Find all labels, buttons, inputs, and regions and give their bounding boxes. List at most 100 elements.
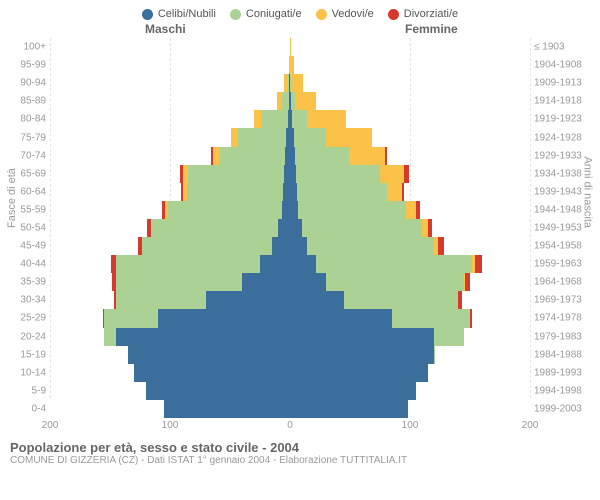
bar-segment	[380, 165, 404, 183]
legend-item: Divorziati/e	[388, 8, 458, 20]
age-label: 10-14	[10, 367, 46, 378]
legend-label: Coniugati/e	[246, 8, 302, 20]
female-bar	[290, 74, 530, 92]
age-label: 100+	[10, 42, 46, 53]
female-bar	[290, 92, 530, 110]
age-label: 30-34	[10, 295, 46, 306]
male-bar	[50, 328, 290, 346]
female-bar	[290, 165, 530, 183]
legend-swatch	[230, 9, 241, 20]
born-label: 1929-1933	[534, 150, 590, 161]
bar-segment	[104, 309, 158, 327]
bar-segment	[438, 237, 444, 255]
male-bar	[50, 147, 290, 165]
pyramid-row: 65-691934-1938	[50, 165, 530, 183]
born-label: 1994-1998	[534, 385, 590, 396]
bar-segment	[290, 237, 307, 255]
bar-segment	[290, 38, 291, 56]
age-label: 5-9	[10, 385, 46, 396]
male-bar	[50, 183, 290, 201]
born-label: 1964-1968	[534, 277, 590, 288]
male-bar	[50, 38, 290, 56]
bar-segment	[158, 309, 290, 327]
male-bar	[50, 382, 290, 400]
bar-segment	[290, 291, 344, 309]
x-tick: 200	[42, 420, 59, 431]
bar-segment	[260, 255, 290, 273]
born-label: 1979-1983	[534, 331, 590, 342]
chart-subtitle: COMUNE DI GIZZERIA (CZ) - Dati ISTAT 1° …	[10, 455, 590, 466]
bar-segment	[242, 273, 290, 291]
male-bar	[50, 56, 290, 74]
bar-segment	[254, 110, 261, 128]
bar-segment	[291, 74, 303, 92]
born-label: 1944-1948	[534, 204, 590, 215]
bar-segment	[475, 255, 482, 273]
population-pyramid: Celibi/NubiliConiugati/eVedovi/eDivorzia…	[0, 0, 600, 500]
bar-segment	[290, 328, 434, 346]
male-bar	[50, 273, 290, 291]
bar-segment	[344, 291, 458, 309]
female-bar	[290, 56, 530, 74]
bar-segment	[295, 147, 349, 165]
born-label: 1919-1923	[534, 114, 590, 125]
bar-segment	[290, 56, 294, 74]
bar-segment	[134, 364, 290, 382]
pyramid-row: 95-991904-1908	[50, 56, 530, 74]
bar-segment	[316, 255, 472, 273]
age-label: 55-59	[10, 204, 46, 215]
male-bar	[50, 74, 290, 92]
bar-segment	[146, 382, 290, 400]
male-bar	[50, 128, 290, 146]
bar-segment	[128, 346, 290, 364]
chart-title: Popolazione per età, sesso e stato civil…	[10, 440, 590, 455]
bar-segment	[428, 219, 432, 237]
age-label: 80-84	[10, 114, 46, 125]
pyramid-row: 40-441959-1963	[50, 255, 530, 273]
born-label: 1954-1958	[534, 241, 590, 252]
bar-segment	[152, 219, 278, 237]
age-label: 50-54	[10, 222, 46, 233]
plot-area: Fasce di età Anni di nascita 100+≤ 19039…	[10, 38, 590, 438]
born-label: 1984-1988	[534, 349, 590, 360]
legend-item: Celibi/Nubili	[142, 8, 216, 20]
born-label: 1914-1918	[534, 96, 590, 107]
gender-header: Maschi Femmine	[10, 22, 590, 38]
pyramid-row: 100+≤ 1903	[50, 38, 530, 56]
male-bar	[50, 110, 290, 128]
bar-segment	[282, 92, 289, 110]
bar-segment	[206, 291, 290, 309]
legend-item: Coniugati/e	[230, 8, 302, 20]
bar-segment	[434, 328, 464, 346]
legend-label: Celibi/Nubili	[158, 8, 216, 20]
bar-segment	[283, 183, 290, 201]
pyramid-row: 60-641939-1943	[50, 183, 530, 201]
age-label: 60-64	[10, 186, 46, 197]
pyramid-row: 75-791924-1928	[50, 128, 530, 146]
female-bar	[290, 400, 530, 418]
male-bar	[50, 219, 290, 237]
female-bar	[290, 128, 530, 146]
bar-segment	[385, 147, 387, 165]
legend: Celibi/NubiliConiugati/eVedovi/eDivorzia…	[10, 8, 590, 20]
bar-segment	[278, 219, 290, 237]
legend-swatch	[316, 9, 327, 20]
bar-segment	[434, 346, 435, 364]
born-label: 1999-2003	[534, 403, 590, 414]
male-bar	[50, 309, 290, 327]
bar-segment	[392, 309, 470, 327]
bar-segment	[238, 128, 286, 146]
born-label: 1989-1993	[534, 367, 590, 378]
bar-segment	[116, 328, 290, 346]
age-label: 85-89	[10, 96, 46, 107]
bar-segment	[290, 273, 326, 291]
pyramid-row: 45-491954-1958	[50, 237, 530, 255]
pyramid-row: 5-91994-1998	[50, 382, 530, 400]
bar-segment	[296, 165, 380, 183]
male-bar	[50, 165, 290, 183]
bar-segment	[290, 309, 392, 327]
female-bar	[290, 183, 530, 201]
x-axis: 2001000100200	[50, 420, 530, 438]
legend-swatch	[142, 9, 153, 20]
bar-segment	[290, 346, 434, 364]
